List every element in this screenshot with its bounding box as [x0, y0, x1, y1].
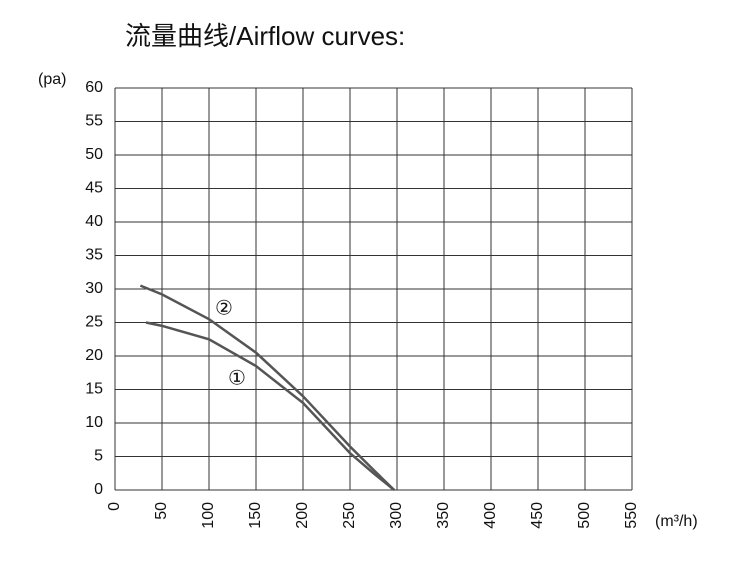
- y-tick-label: 25: [85, 314, 103, 331]
- x-axis-label: (m³/h): [655, 513, 698, 530]
- x-tick-label: 400: [482, 502, 499, 529]
- curve-label: ①: [228, 367, 246, 389]
- x-tick-label: 300: [388, 502, 405, 529]
- x-tick-label: 100: [200, 502, 217, 529]
- y-tick-label: 10: [85, 414, 103, 431]
- x-tick-label: 350: [435, 502, 452, 529]
- curve-label: ②: [215, 297, 233, 319]
- x-tick-label: 550: [623, 502, 640, 529]
- x-tick-label: 150: [247, 502, 264, 529]
- curve: [145, 321, 395, 491]
- y-tick-label: 60: [85, 79, 103, 96]
- y-tick-label: 35: [85, 247, 103, 264]
- y-tick-label: 15: [85, 381, 103, 398]
- x-tick-label: 450: [529, 502, 546, 529]
- x-tick-label: 250: [341, 502, 358, 529]
- x-tick-label: 200: [294, 502, 311, 529]
- x-tick-label: 50: [153, 502, 170, 520]
- curve: [139, 284, 396, 491]
- y-tick-label: 55: [85, 113, 103, 130]
- y-tick-label: 20: [85, 347, 103, 364]
- x-tick-label: 0: [106, 502, 123, 511]
- x-tick-label: 500: [576, 502, 593, 529]
- y-tick-label: 40: [85, 213, 103, 230]
- y-tick-label: 30: [85, 280, 103, 297]
- y-axis-label: (pa): [38, 71, 66, 88]
- chart-title: 流量曲线/Airflow curves:: [125, 21, 405, 51]
- y-tick-label: 0: [94, 481, 103, 498]
- y-tick-label: 5: [94, 448, 103, 465]
- y-tick-label: 50: [85, 146, 103, 163]
- y-tick-label: 45: [85, 180, 103, 197]
